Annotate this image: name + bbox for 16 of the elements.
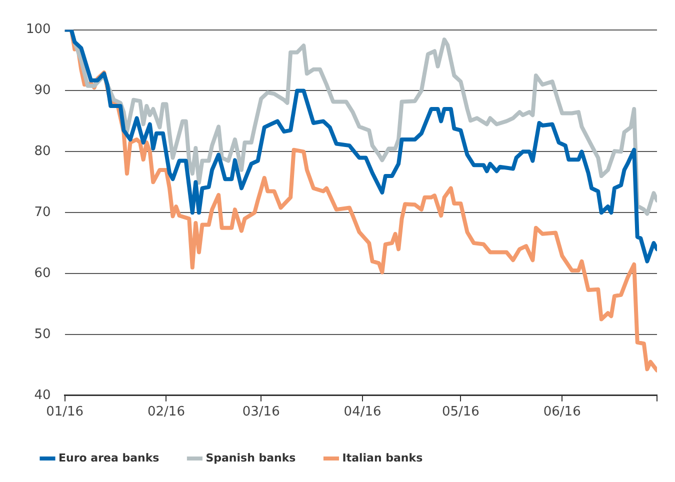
x-tick-label: 01/16 — [46, 404, 84, 420]
y-tick-label: 60 — [34, 266, 51, 281]
legend-label: Euro area banks — [58, 451, 160, 464]
x-tick-label: 05/16 — [442, 404, 480, 420]
y-tick-label: 90 — [34, 83, 51, 98]
y-tick-label: 100 — [26, 22, 51, 38]
y-tick-label: 80 — [34, 144, 51, 160]
y-tick-label: 40 — [34, 388, 51, 403]
x-tick-label: 02/16 — [148, 404, 185, 420]
y-tick-label: 70 — [34, 204, 51, 220]
x-tick-label: 03/16 — [242, 404, 280, 420]
x-tick-label: 04/16 — [344, 404, 382, 420]
y-tick-label: 50 — [34, 326, 51, 342]
legend-label: Italian banks — [342, 451, 424, 464]
x-tick-label: 06/16 — [543, 404, 581, 420]
legend-label: Spanish banks — [206, 451, 296, 464]
